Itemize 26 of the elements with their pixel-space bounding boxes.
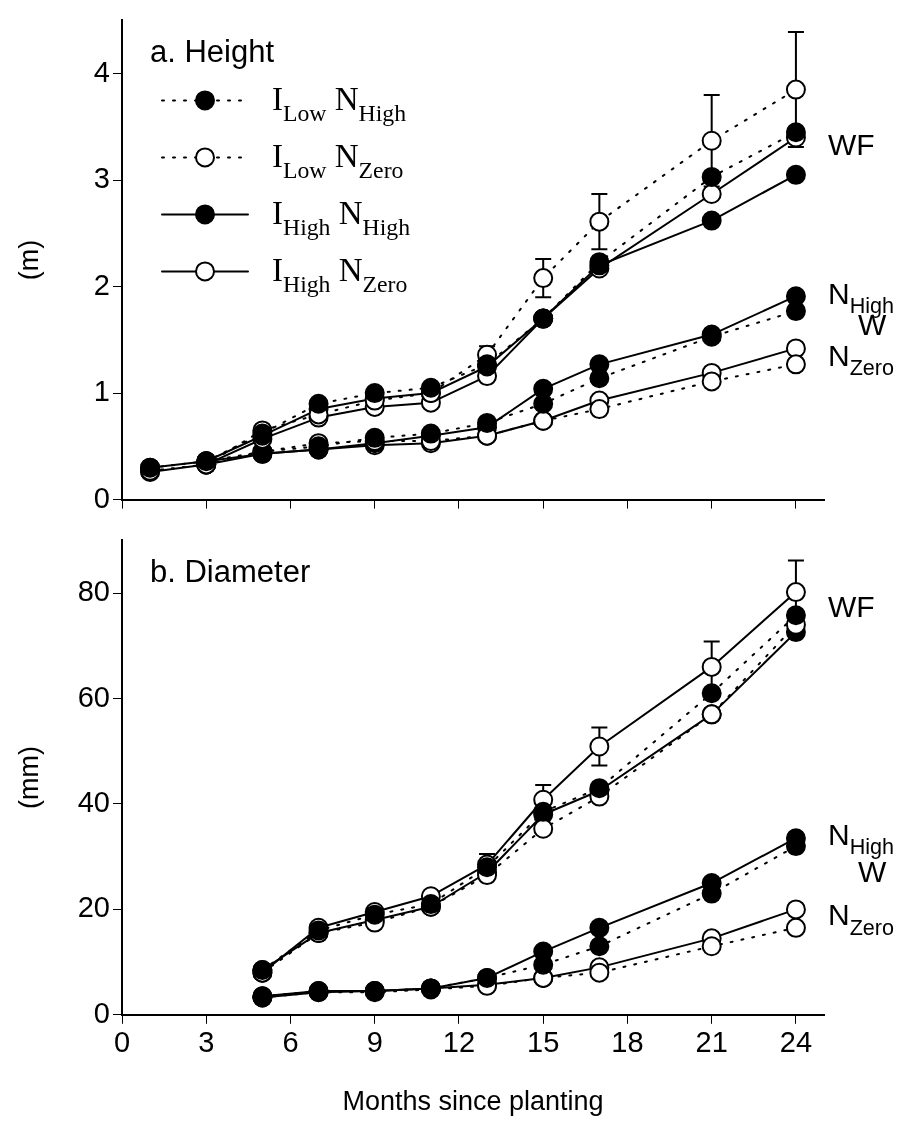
y-tick-label: 4 xyxy=(93,55,110,88)
y-axis-title: (mm) xyxy=(13,746,44,810)
x-tick-label: 0 xyxy=(113,1026,131,1059)
text: WF xyxy=(828,127,875,161)
y-tick-label: 1 xyxy=(93,375,110,408)
text: b. Diameter xyxy=(150,554,311,590)
x-tick-label: 12 xyxy=(442,1026,476,1059)
x-tick-label: 6 xyxy=(282,1026,299,1059)
text: a. Height xyxy=(150,34,275,70)
y-axis-title: (m) xyxy=(13,239,44,281)
x-tick-label: 9 xyxy=(366,1026,383,1059)
x-tick-label: 18 xyxy=(611,1026,644,1059)
text: WF xyxy=(828,589,875,623)
y-tick-label: 40 xyxy=(77,785,110,818)
x-axis-title: Months since planting xyxy=(342,1086,604,1117)
y-tick-label: 0 xyxy=(93,481,110,514)
y-tick-label: 2 xyxy=(93,268,110,301)
y-tick-label: 80 xyxy=(77,575,110,608)
x-tick-label: 3 xyxy=(198,1026,215,1059)
x-tick-label: 24 xyxy=(779,1026,813,1059)
x-tick-label: 21 xyxy=(695,1026,728,1059)
y-tick-label: 0 xyxy=(93,996,110,1029)
y-tick-label: 3 xyxy=(93,162,110,195)
y-tick-label: 20 xyxy=(77,891,110,924)
y-tick-label: 60 xyxy=(77,680,110,713)
x-tick-label: 15 xyxy=(527,1026,560,1059)
